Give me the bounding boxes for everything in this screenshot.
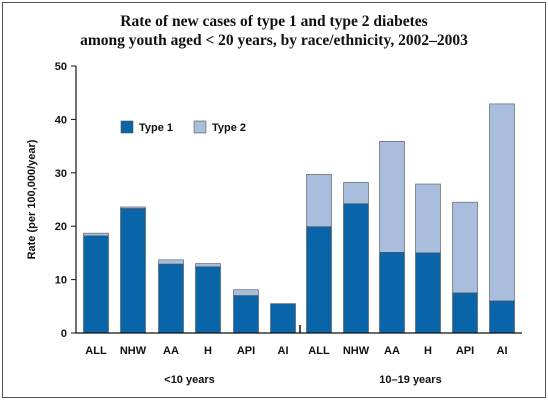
x-tick-label: AA [384, 345, 400, 357]
legend-swatch [120, 120, 134, 134]
bar-type1 [270, 303, 296, 334]
bar-type1 [83, 235, 109, 334]
x-tick-label: API [456, 345, 474, 357]
y-tick-label: 30 [55, 168, 67, 180]
legend-swatch [193, 120, 207, 134]
bar-type1 [343, 203, 369, 334]
y-axis: 0 10 20 30 40 50 Rate (per 100,000/year) [26, 61, 77, 340]
bars [83, 103, 515, 334]
x-tick-label: ALL [308, 345, 330, 357]
bar-type1 [158, 263, 184, 334]
y-tick-label: 20 [55, 221, 67, 233]
chart-title-line-1: Rate of new cases of type 1 and type 2 d… [120, 13, 428, 30]
bar-type1 [233, 295, 259, 334]
y-tick-label: 50 [55, 61, 67, 73]
y-axis-title: Rate (per 100,000/year) [26, 139, 38, 259]
bar-type2 [489, 103, 515, 302]
bar-type1 [306, 226, 332, 334]
bar-type1 [120, 208, 146, 334]
bar-type2 [452, 201, 478, 294]
legend-label: Type 1 [139, 122, 173, 134]
x-tick-label: H [424, 345, 432, 357]
x-tick-label: H [204, 345, 212, 357]
bar-type2 [195, 263, 221, 268]
bar-type2 [306, 174, 332, 228]
x-tick-label: AA [163, 345, 179, 357]
bar-type1 [379, 252, 405, 334]
group-label: <10 years [164, 374, 214, 386]
chart-title-line-2: among youth aged < 20 years, by race/eth… [80, 32, 468, 49]
y-tick-label: 0 [61, 328, 67, 340]
bar-type1 [489, 300, 515, 334]
x-axis: ALL NHW AA H API AI ALL NHW AA H API AI <10 years 10–… [76, 325, 522, 386]
bar-type2 [415, 183, 441, 254]
x-tick-label: AI [278, 345, 289, 357]
bar-type2 [83, 232, 109, 237]
legend-label: Type 2 [212, 122, 246, 134]
bar-type2 [379, 140, 405, 253]
bar-type1 [452, 292, 478, 334]
bar-type2 [158, 259, 184, 265]
bar-type1 [195, 266, 221, 334]
x-tick-label: NHW [343, 345, 370, 357]
legend: Type 1 Type 2 [120, 120, 246, 134]
bar-type2 [343, 182, 369, 205]
y-tick-label: 10 [55, 275, 67, 287]
x-tick-label: AI [497, 345, 508, 357]
chart-title: Rate of new cases of type 1 and type 2 d… [0, 12, 548, 50]
bar-type2 [233, 289, 259, 296]
y-tick-label: 40 [55, 114, 67, 126]
x-tick-label: API [237, 345, 255, 357]
x-tick-label: ALL [85, 345, 107, 357]
x-tick-label: NHW [120, 345, 147, 357]
bar-type1 [415, 252, 441, 334]
group-label: 10–19 years [379, 374, 441, 386]
